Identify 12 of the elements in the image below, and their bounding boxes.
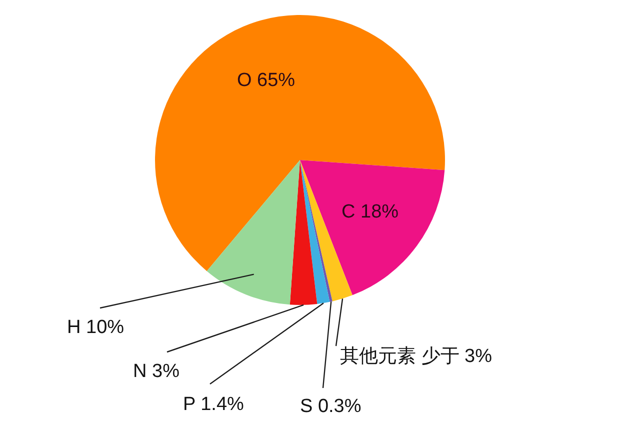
- slice-label: O 65%: [236, 70, 296, 91]
- slice-label: P 1.4%: [183, 394, 244, 415]
- slice-label: C 18%: [342, 202, 399, 223]
- pie-slice: [300, 160, 352, 302]
- pie-slice: [155, 15, 445, 272]
- slice-label: N 3%: [133, 361, 180, 382]
- pie-slice: [290, 160, 318, 305]
- slice-label: H 10%: [67, 317, 124, 338]
- pie-slice: [206, 160, 300, 305]
- slice-label: 其他元素 少于 3%: [340, 346, 492, 367]
- slice-label: S 0.3%: [300, 396, 362, 417]
- pie-slice: [300, 160, 445, 296]
